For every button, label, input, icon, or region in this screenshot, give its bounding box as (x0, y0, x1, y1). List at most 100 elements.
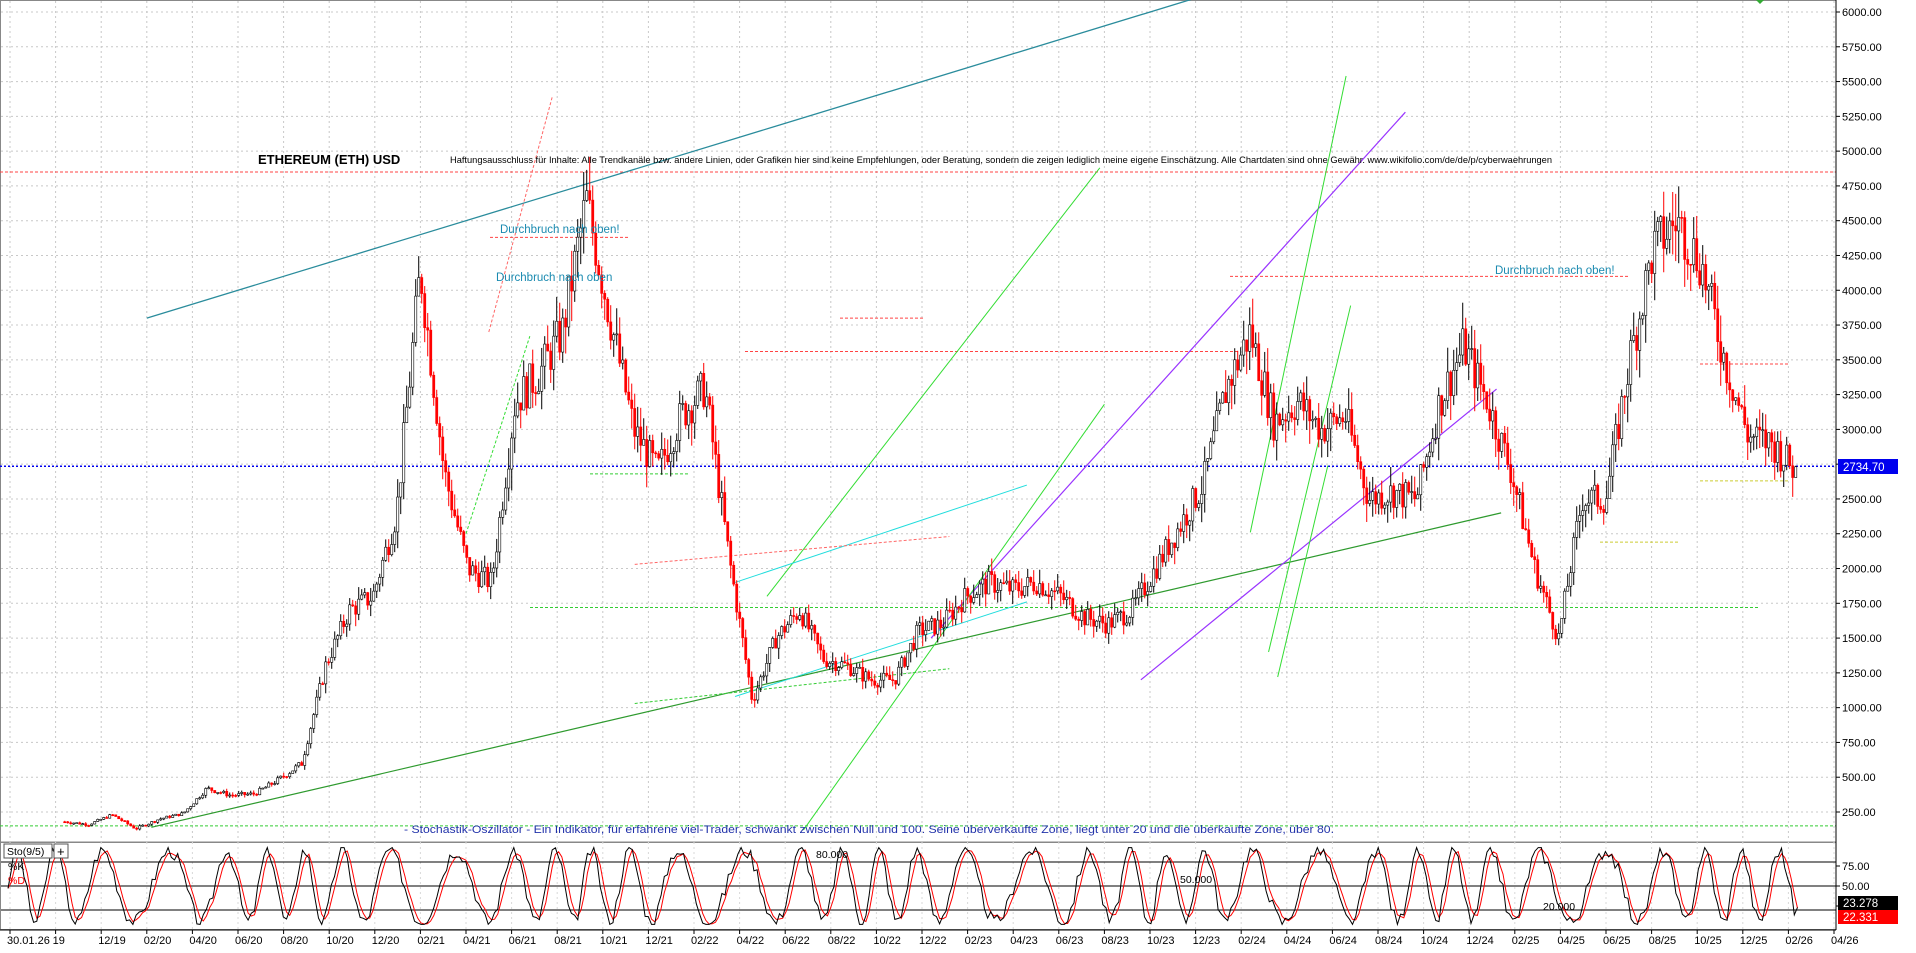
price-candle-body (390, 544, 394, 555)
price-candle-body (336, 635, 340, 640)
price-candle-body (723, 492, 727, 523)
price-candle-body (300, 762, 304, 766)
price-candle-body (675, 440, 679, 452)
price-candle-body (159, 818, 163, 821)
price-candle-body (291, 770, 295, 774)
price-candle-body (1731, 389, 1735, 401)
x-tick-label: 02/20 (144, 935, 172, 947)
price-candle-body (507, 468, 511, 489)
price-candle-body (84, 823, 88, 826)
price-candle-body (465, 545, 469, 558)
price-candle-body (816, 632, 820, 645)
price-candle-body (1683, 217, 1687, 260)
price-candle-body (1506, 442, 1510, 465)
price-candle-body (225, 790, 229, 797)
price-tick-label: 3750.00 (1842, 320, 1882, 332)
d-label: %D (8, 875, 25, 887)
price-candle-body (939, 619, 943, 628)
price-candle-body (687, 410, 691, 426)
price-candle-body (1254, 343, 1258, 348)
price-candle-body (750, 676, 754, 700)
price-tick-label: 250.00 (1842, 807, 1876, 819)
price-candle-body (78, 822, 82, 825)
x-tick-label: 04/22 (737, 935, 765, 947)
price-candle-body (1587, 502, 1591, 506)
price-candle-body (354, 605, 358, 615)
price-candle-body (1200, 494, 1204, 504)
price-candle-body (453, 509, 457, 517)
price-candle-body (1104, 622, 1108, 634)
price-candle-body (510, 437, 514, 470)
price-candle-body (1335, 416, 1339, 424)
price-candle-body (501, 509, 505, 518)
price-candle-body (1752, 436, 1756, 438)
price-candle-body (981, 578, 985, 585)
price-candle-body (1065, 596, 1069, 601)
price-candle-body (639, 426, 643, 446)
price-candle-body (996, 590, 1000, 593)
price-candle-body (1581, 510, 1585, 516)
stoch-level-50: 50.000 (1180, 874, 1212, 886)
price-candle-body (312, 714, 316, 729)
price-candle-body (1758, 426, 1762, 431)
price-candle-body (1434, 437, 1438, 440)
price-candle-body (567, 275, 571, 328)
price-candle-body (813, 625, 817, 634)
price-candle-body (366, 592, 370, 606)
stochastic-level-labels: 80.000 50.000 20.000 (816, 849, 1575, 913)
price-candle-body (1164, 539, 1168, 563)
price-candle-body (1131, 597, 1135, 618)
x-tick-label: 12/23 (1193, 935, 1221, 947)
price-candle-body (537, 391, 541, 394)
price-candle-body (1410, 491, 1414, 493)
trend-light-green-1 (766, 167, 1101, 597)
price-candle-body (420, 277, 424, 294)
price-candle-body (690, 410, 694, 424)
price-candle-body (1614, 424, 1618, 446)
price-candle-body (1497, 438, 1501, 452)
price-candle-body (96, 819, 100, 822)
price-candle-body (843, 661, 847, 664)
price-candle-body (75, 822, 79, 825)
price-candle-body (285, 776, 289, 778)
x-tick-label: 06/21 (509, 935, 537, 947)
price-candle-body (1452, 370, 1456, 397)
stochastic-label: Sto(9/5) (7, 846, 44, 858)
price-candle-body (1332, 412, 1336, 418)
price-candle-body (1329, 412, 1333, 430)
price-candle-body (798, 615, 802, 620)
price-candle-body (147, 823, 151, 827)
price-candle-body (423, 293, 427, 328)
price-candle-body (1788, 444, 1792, 467)
price-candle-body (1077, 618, 1081, 621)
price-candle-body (1341, 417, 1345, 423)
price-candle-body (666, 454, 670, 463)
x-tick-label: 10/23 (1147, 935, 1175, 947)
price-candle-body (861, 667, 865, 682)
price-candle-body (1509, 464, 1513, 483)
price-candle-body (540, 365, 544, 392)
price-candle-body (1185, 514, 1189, 526)
expand-panel-button[interactable] (53, 843, 69, 859)
x-tick-label: 12/25 (1740, 935, 1768, 947)
price-candle-body (1527, 529, 1531, 544)
price-candle-body (1389, 485, 1393, 503)
price-candle-body (678, 403, 682, 441)
price-candle-body (252, 792, 256, 795)
price-candle-body (1068, 596, 1072, 599)
price-candle-body (1620, 396, 1624, 440)
price-candle-body (720, 492, 724, 498)
trend-light-green-5 (1268, 305, 1352, 653)
price-candle-body (1458, 354, 1462, 363)
price-candle-body (1569, 572, 1573, 587)
price-candle-body (1056, 586, 1060, 592)
price-tick-label: 1000.00 (1842, 703, 1882, 715)
price-candle-body (1050, 590, 1054, 597)
price-candle-body (954, 606, 958, 620)
price-candle-body (822, 649, 826, 662)
price-candle-body (990, 571, 994, 575)
price-candle-body (1368, 499, 1372, 504)
price-candle-body (1431, 438, 1435, 453)
stoch-tick-label: 50.00 (1842, 881, 1870, 893)
price-candle-body (1446, 371, 1450, 401)
